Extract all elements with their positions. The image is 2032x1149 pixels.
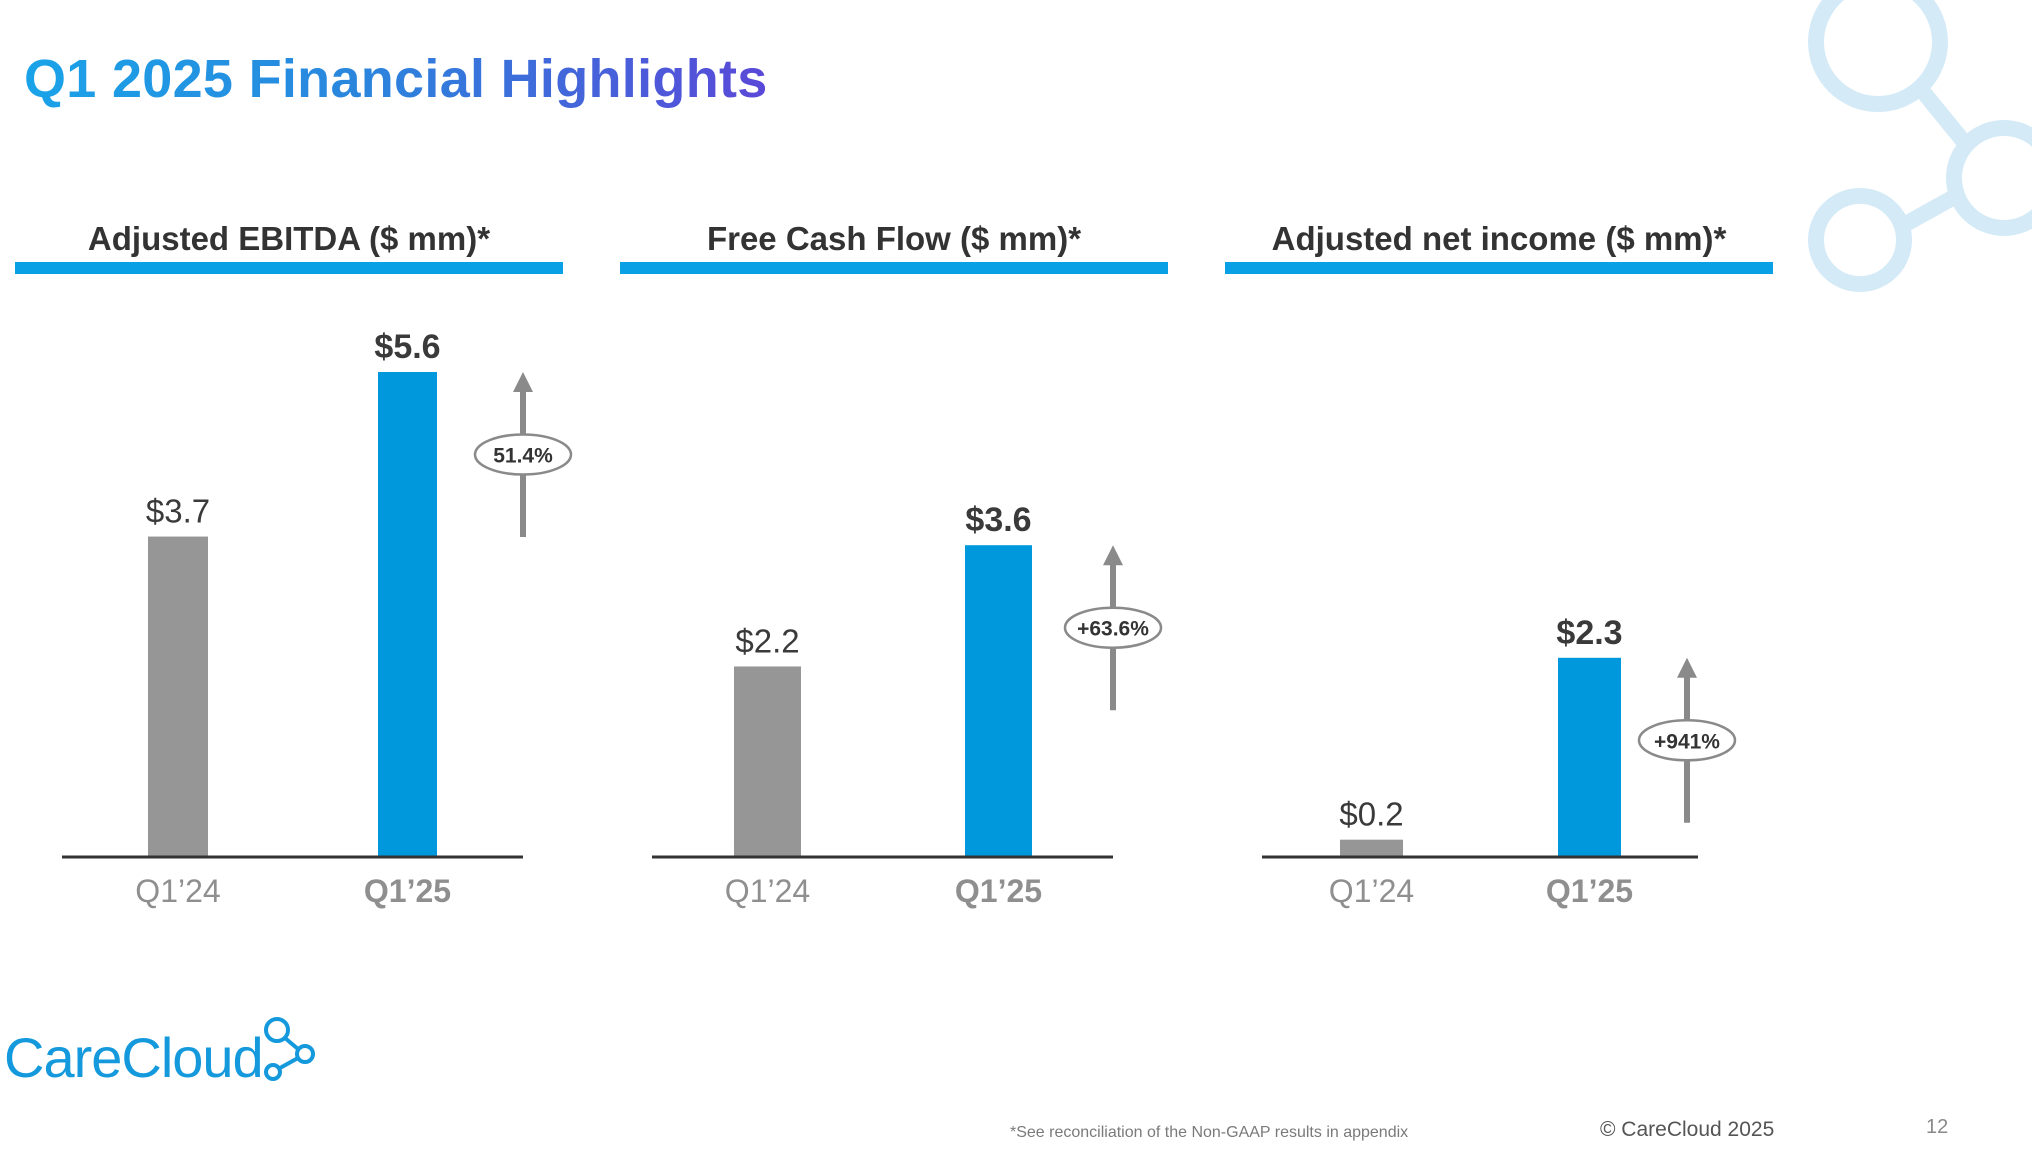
bar-value-label: $3.7 (146, 493, 210, 530)
bar-value-label: $2.2 (735, 622, 799, 659)
x-tick-label: Q1’24 (1329, 873, 1414, 909)
x-tick-label: Q1’24 (725, 873, 810, 909)
footnote: *See reconciliation of the Non-GAAP resu… (1010, 1124, 1409, 1141)
page-title: Q1 2025 Financial Highlights (24, 49, 768, 109)
chart-title: Adjusted net income ($ mm)* (1272, 220, 1727, 257)
x-tick-label: Q1’24 (135, 873, 220, 909)
bar-value-label: $2.3 (1556, 614, 1622, 652)
logo-molecule-icon (263, 1017, 315, 1081)
growth-label: +941% (1654, 730, 1720, 753)
logo-text: CareCloud (4, 1026, 264, 1089)
growth-badge (473, 433, 573, 476)
bar (1340, 839, 1403, 857)
x-tick-label: Q1’25 (955, 873, 1042, 909)
bar-value-label: $5.6 (374, 328, 440, 366)
bar (1558, 657, 1621, 857)
chart-title-underline (620, 262, 1168, 274)
carecloud-logo: CareCloud (4, 1017, 321, 1089)
growth-arrow-head-icon (1103, 545, 1123, 566)
bar (148, 536, 208, 857)
chart-title-underline (1225, 262, 1773, 274)
chart-title: Adjusted EBITDA ($ mm)* (88, 220, 490, 257)
bar (734, 666, 801, 857)
growth-badge (1063, 606, 1163, 649)
copyright: © CareCloud 2025 (1600, 1118, 1775, 1141)
chart-title: Free Cash Flow ($ mm)* (707, 220, 1081, 257)
bar-value-label: $0.2 (1339, 796, 1403, 833)
growth-arrow-head-icon (1677, 657, 1697, 678)
bar (965, 545, 1032, 857)
x-tick-label: Q1’25 (364, 873, 451, 909)
molecule-decoration-icon (1808, 0, 2032, 292)
chart-title-underline (15, 262, 563, 274)
growth-label: +63.6% (1077, 618, 1149, 641)
bar-value-label: $3.6 (965, 501, 1031, 539)
growth-label: 51.4% (493, 445, 553, 468)
bar (378, 372, 437, 857)
growth-arrow-head-icon (513, 372, 533, 392)
x-tick-label: Q1’25 (1546, 873, 1633, 909)
growth-badge (1637, 719, 1737, 762)
page-number: 12 (1926, 1116, 1949, 1138)
